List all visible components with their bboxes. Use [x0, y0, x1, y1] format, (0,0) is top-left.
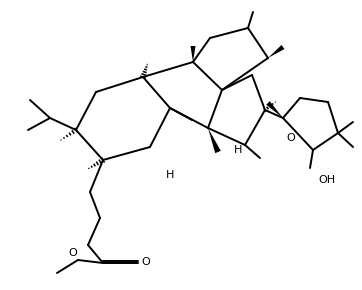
Text: O: O: [68, 248, 77, 258]
Text: O: O: [141, 257, 150, 267]
Text: H: H: [234, 145, 243, 155]
Polygon shape: [190, 46, 195, 62]
Text: O: O: [287, 133, 295, 143]
Polygon shape: [208, 128, 221, 153]
Polygon shape: [266, 101, 283, 118]
Polygon shape: [268, 45, 285, 58]
Text: OH: OH: [318, 175, 335, 185]
Text: H: H: [166, 170, 174, 180]
